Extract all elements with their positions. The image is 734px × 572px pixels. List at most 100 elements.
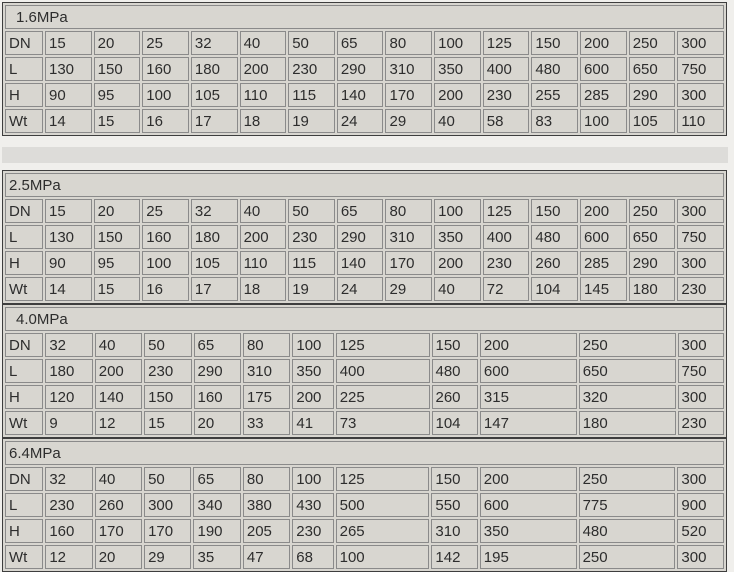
value-cell: 90 — [45, 251, 92, 275]
value-cell: 180 — [190, 57, 238, 81]
table-row: H 120 140 150 160 175 200 225 260 315 320 300 — [5, 385, 724, 409]
value-cell: 47 — [242, 545, 291, 569]
value-cell: 650 — [628, 57, 676, 81]
value-cell: 32 — [190, 31, 238, 55]
row-label: DN — [5, 31, 43, 55]
value-cell: 320 — [578, 385, 676, 409]
table-row: L 130 150 160 180 200 230 290 310 350 400 480 600 650… — [5, 57, 724, 81]
value-cell: 195 — [479, 545, 577, 569]
value-cell: 140 — [336, 251, 384, 275]
value-cell: 170 — [144, 519, 192, 543]
value-cell: 250 — [578, 333, 676, 357]
value-cell: 35 — [193, 545, 241, 569]
value-cell: 285 — [580, 251, 627, 275]
value-cell: 180 — [628, 277, 676, 301]
value-cell: 170 — [385, 251, 433, 275]
value-cell: 230 — [292, 519, 334, 543]
value-cell: 68 — [292, 545, 334, 569]
value-cell: 300 — [677, 31, 724, 55]
row-label: Wt — [5, 277, 43, 301]
value-cell: 900 — [677, 493, 724, 517]
value-cell: 300 — [677, 333, 724, 357]
value-cell: 150 — [531, 31, 579, 55]
table-row: DN 32 40 50 65 80 100 125 150 200 250 300 — [5, 467, 724, 491]
value-cell: 250 — [628, 31, 676, 55]
value-cell: 105 — [628, 109, 676, 133]
value-cell: 142 — [431, 545, 478, 569]
value-cell: 19 — [288, 277, 335, 301]
row-label: L — [5, 225, 43, 249]
value-cell: 230 — [482, 83, 530, 107]
table-row: DN 15 20 25 32 40 50 65 80 100 125 150 200 250 300 — [5, 199, 724, 223]
value-cell: 80 — [385, 199, 433, 223]
value-cell: 260 — [431, 385, 478, 409]
value-cell: 18 — [239, 109, 287, 133]
value-cell: 50 — [288, 31, 335, 55]
value-cell: 260 — [94, 493, 143, 517]
value-cell: 15 — [93, 109, 141, 133]
value-cell: 150 — [431, 467, 478, 491]
value-cell: 265 — [335, 519, 430, 543]
value-cell: 310 — [242, 359, 291, 383]
value-cell: 400 — [482, 225, 530, 249]
value-cell: 50 — [288, 199, 335, 223]
table-separator — [2, 136, 734, 170]
value-cell: 20 — [193, 411, 241, 435]
value-cell: 290 — [193, 359, 241, 383]
value-cell: 170 — [94, 519, 143, 543]
value-cell: 480 — [578, 519, 676, 543]
value-cell: 650 — [628, 225, 676, 249]
table-row: Wt 14 15 16 17 18 19 24 29 40 58 83 100 105 110 — [5, 109, 724, 133]
value-cell: 285 — [580, 83, 627, 107]
value-cell: 230 — [45, 493, 93, 517]
value-cell: 350 — [479, 519, 577, 543]
table-row: DN 15 20 25 32 40 50 65 80 100 125 150 200 250 300 — [5, 31, 724, 55]
value-cell: 24 — [336, 109, 384, 133]
value-cell: 40 — [94, 333, 143, 357]
row-label: DN — [5, 199, 43, 223]
pressure-table-2-5mpa: 2.5MPa DN 15 20 25 32 40 50 65 80 100 125 150 200 250 3… — [2, 170, 727, 304]
value-cell: 400 — [482, 57, 530, 81]
value-cell: 350 — [434, 225, 481, 249]
value-cell: 350 — [292, 359, 334, 383]
value-cell: 14 — [45, 109, 92, 133]
value-cell: 200 — [434, 83, 481, 107]
value-cell: 18 — [239, 277, 287, 301]
value-cell: 300 — [677, 83, 724, 107]
value-cell: 380 — [242, 493, 291, 517]
value-cell: 310 — [385, 225, 433, 249]
value-cell: 200 — [479, 333, 577, 357]
value-cell: 160 — [45, 519, 93, 543]
value-cell: 19 — [288, 109, 335, 133]
value-cell: 50 — [144, 333, 192, 357]
row-label: H — [5, 519, 44, 543]
value-cell: 480 — [531, 225, 579, 249]
value-cell: 32 — [45, 333, 93, 357]
value-cell: 250 — [628, 199, 676, 223]
row-label: Wt — [5, 411, 44, 435]
pressure-table-1-6mpa: 1.6MPa DN 15 20 25 32 40 50 65 80 100 125 150 200 250 3… — [2, 2, 727, 136]
table-title-row: 1.6MPa — [5, 5, 724, 29]
table-row: H 90 95 100 105 110 115 140 170 200 230 255 285 290 30… — [5, 83, 724, 107]
value-cell: 125 — [335, 333, 430, 357]
value-cell: 350 — [434, 57, 481, 81]
row-label: DN — [5, 467, 44, 491]
value-cell: 80 — [242, 333, 291, 357]
value-cell: 205 — [242, 519, 291, 543]
table-title: 6.4MPa — [5, 441, 724, 465]
value-cell: 105 — [190, 83, 238, 107]
value-cell: 14 — [45, 277, 92, 301]
value-cell: 200 — [580, 31, 627, 55]
value-cell: 90 — [45, 83, 92, 107]
value-cell: 600 — [580, 57, 627, 81]
value-cell: 147 — [479, 411, 577, 435]
value-cell: 180 — [45, 359, 93, 383]
value-cell: 230 — [288, 225, 335, 249]
value-cell: 80 — [385, 31, 433, 55]
value-cell: 750 — [677, 57, 724, 81]
value-cell: 160 — [142, 57, 189, 81]
value-cell: 200 — [94, 359, 143, 383]
table-title-row: 6.4MPa — [5, 441, 724, 465]
value-cell: 100 — [142, 83, 189, 107]
value-cell: 110 — [677, 109, 724, 133]
